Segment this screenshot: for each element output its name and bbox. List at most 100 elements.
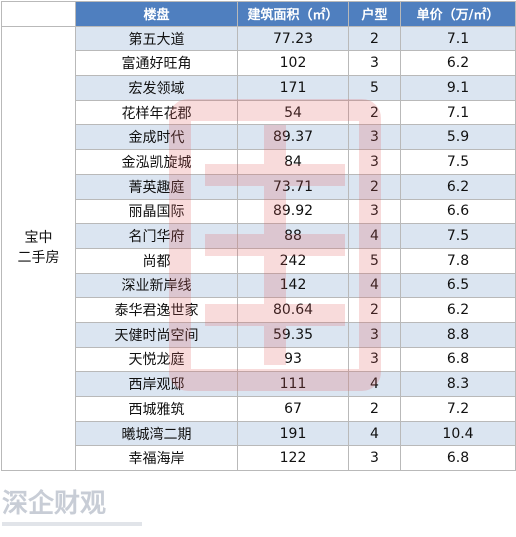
cell-area: 111 (237, 371, 349, 397)
table-row: 尚都 242 5 7.8 (2, 247, 516, 274)
table-row: 幸福海岸 122 3 6.8 (2, 445, 516, 472)
cell-unit-price: 6.8 (400, 346, 516, 373)
cell-unit-price: 8.8 (400, 321, 516, 348)
cell-layout: 4 (348, 223, 401, 249)
cell-unit-price: 6.2 (400, 50, 516, 77)
cell-layout: 2 (348, 173, 401, 200)
cell-layout: 3 (348, 445, 401, 472)
footer-watermark: 深企财观 (2, 488, 142, 526)
cell-area: 142 (237, 272, 349, 299)
cell-area: 67 (237, 396, 349, 422)
header-property: 楼盘 (75, 1, 238, 27)
cell-area: 88 (237, 223, 349, 249)
cell-unit-price: 6.2 (400, 297, 516, 323)
cell-area: 191 (237, 420, 349, 447)
table-row: 金泓凯旋城 84 3 7.5 (2, 149, 516, 175)
cell-property: 天悦龙庭 (75, 346, 238, 373)
cell-layout: 3 (348, 321, 401, 348)
cell-property: 宏发领域 (75, 75, 238, 101)
cell-area: 93 (237, 346, 349, 373)
cell-property: 第五大道 (75, 25, 238, 52)
cell-property: 尚都 (75, 247, 238, 274)
table-row: 宏发领域 171 5 9.1 (2, 75, 516, 101)
cell-unit-price: 10.4 (400, 420, 516, 447)
header-area: 建筑面积（㎡） (237, 1, 349, 27)
footer-watermark-text: 深企财观 (2, 488, 106, 519)
cell-property: 天健时尚空间 (75, 321, 238, 348)
cell-area: 84 (237, 149, 349, 175)
cell-unit-price: 6.6 (400, 198, 516, 225)
cell-unit-price: 7.2 (400, 396, 516, 422)
cell-property: 深业新岸线 (75, 272, 238, 299)
cell-layout: 2 (348, 396, 401, 422)
cell-unit-price: 7.5 (400, 223, 516, 249)
cell-layout: 5 (348, 75, 401, 101)
cell-unit-price: 8.3 (400, 371, 516, 397)
cell-area: 77.23 (237, 25, 349, 52)
cell-unit-price: 9.1 (400, 75, 516, 101)
cell-area: 80.64 (237, 297, 349, 323)
cell-property: 花样年花郡 (75, 99, 238, 126)
table-row: 深业新岸线 142 4 6.5 (2, 272, 516, 299)
cell-layout: 4 (348, 420, 401, 447)
cell-layout: 2 (348, 99, 401, 126)
table-row: 曦城湾二期 191 4 10.4 (2, 420, 516, 447)
cell-property: 泰华君逸世家 (75, 297, 238, 323)
cell-layout: 2 (348, 25, 401, 52)
cell-unit-price: 7.5 (400, 149, 516, 175)
table-row: 天健时尚空间 59.35 3 8.8 (2, 321, 516, 348)
cell-layout: 4 (348, 371, 401, 397)
group-label-cell: 宝中 二手房 (1, 25, 76, 472)
table-row: 丽晶国际 89.92 3 6.6 (2, 198, 516, 225)
cell-area: 171 (237, 75, 349, 101)
property-price-table: 楼盘 建筑面积（㎡） 户型 单价（万/㎡） 宝中 二手房 第五大道 77.23 2 7.1… (1, 1, 516, 472)
cell-layout: 3 (348, 149, 401, 175)
cell-property: 富通好旺角 (75, 50, 238, 77)
cell-unit-price: 6.8 (400, 445, 516, 472)
cell-unit-price: 7.8 (400, 247, 516, 274)
table-row: 天悦龙庭 93 3 6.8 (2, 346, 516, 373)
table-row: 菁英趣庭 73.71 2 6.2 (2, 173, 516, 200)
cell-layout: 3 (348, 124, 401, 151)
cell-layout: 3 (348, 346, 401, 373)
cell-property: 西岸观邸 (75, 371, 238, 397)
cell-layout: 3 (348, 50, 401, 77)
cell-layout: 5 (348, 247, 401, 274)
table-row: 花样年花郡 54 2 7.1 (2, 99, 516, 126)
cell-area: 59.35 (237, 321, 349, 348)
table-header-row: 楼盘 建筑面积（㎡） 户型 单价（万/㎡） (1, 1, 516, 27)
cell-layout: 4 (348, 272, 401, 299)
cell-area: 89.37 (237, 124, 349, 151)
cell-area: 54 (237, 99, 349, 126)
cell-layout: 2 (348, 297, 401, 323)
table-row: 西城雅筑 67 2 7.2 (2, 396, 516, 422)
cell-area: 89.92 (237, 198, 349, 225)
cell-property: 菁英趣庭 (75, 173, 238, 200)
table-row: 富通好旺角 102 3 6.2 (2, 50, 516, 77)
cell-area: 122 (237, 445, 349, 472)
table-row: 泰华君逸世家 80.64 2 6.2 (2, 297, 516, 323)
cell-area: 73.71 (237, 173, 349, 200)
header-corner-cell (1, 1, 76, 27)
cell-unit-price: 6.5 (400, 272, 516, 299)
cell-property: 金泓凯旋城 (75, 149, 238, 175)
header-layout: 户型 (348, 1, 401, 27)
cell-layout: 3 (348, 198, 401, 225)
table-row: 宝中 二手房 第五大道 77.23 2 7.1 (1, 25, 516, 472)
cell-area: 242 (237, 247, 349, 274)
cell-property: 西城雅筑 (75, 396, 238, 422)
cell-unit-price: 7.1 (400, 99, 516, 126)
cell-property: 丽晶国际 (75, 198, 238, 225)
table-row: 名门华府 88 4 7.5 (2, 223, 516, 249)
cell-property: 金成时代 (75, 124, 238, 151)
cell-area: 102 (237, 50, 349, 77)
cell-unit-price: 6.2 (400, 173, 516, 200)
cell-property: 名门华府 (75, 223, 238, 249)
table-row: 西岸观邸 111 4 8.3 (2, 371, 516, 397)
header-unit-price: 单价（万/㎡） (400, 1, 516, 27)
cell-property: 幸福海岸 (75, 445, 238, 472)
cell-unit-price: 5.9 (400, 124, 516, 151)
cell-property: 曦城湾二期 (75, 420, 238, 447)
cell-unit-price: 7.1 (400, 25, 516, 52)
